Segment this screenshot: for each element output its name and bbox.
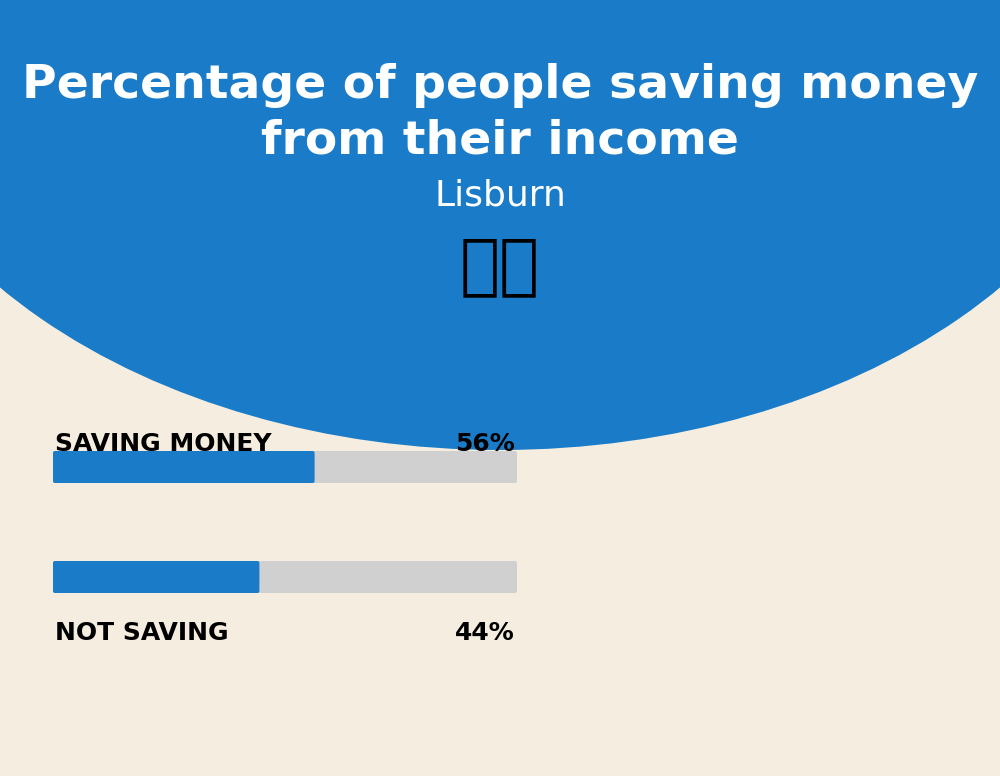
Text: NOT SAVING: NOT SAVING (55, 621, 229, 645)
FancyBboxPatch shape (53, 451, 517, 483)
Text: 44%: 44% (455, 621, 515, 645)
Text: from their income: from their income (261, 119, 739, 164)
Text: Percentage of people saving money: Percentage of people saving money (22, 64, 978, 109)
Text: Lisburn: Lisburn (434, 179, 566, 213)
Text: 56%: 56% (455, 432, 515, 456)
FancyBboxPatch shape (53, 561, 259, 593)
Ellipse shape (0, 0, 1000, 450)
FancyBboxPatch shape (53, 451, 315, 483)
Text: 🇬🇧: 🇬🇧 (460, 233, 540, 299)
Text: SAVING MONEY: SAVING MONEY (55, 432, 272, 456)
FancyBboxPatch shape (53, 561, 517, 593)
